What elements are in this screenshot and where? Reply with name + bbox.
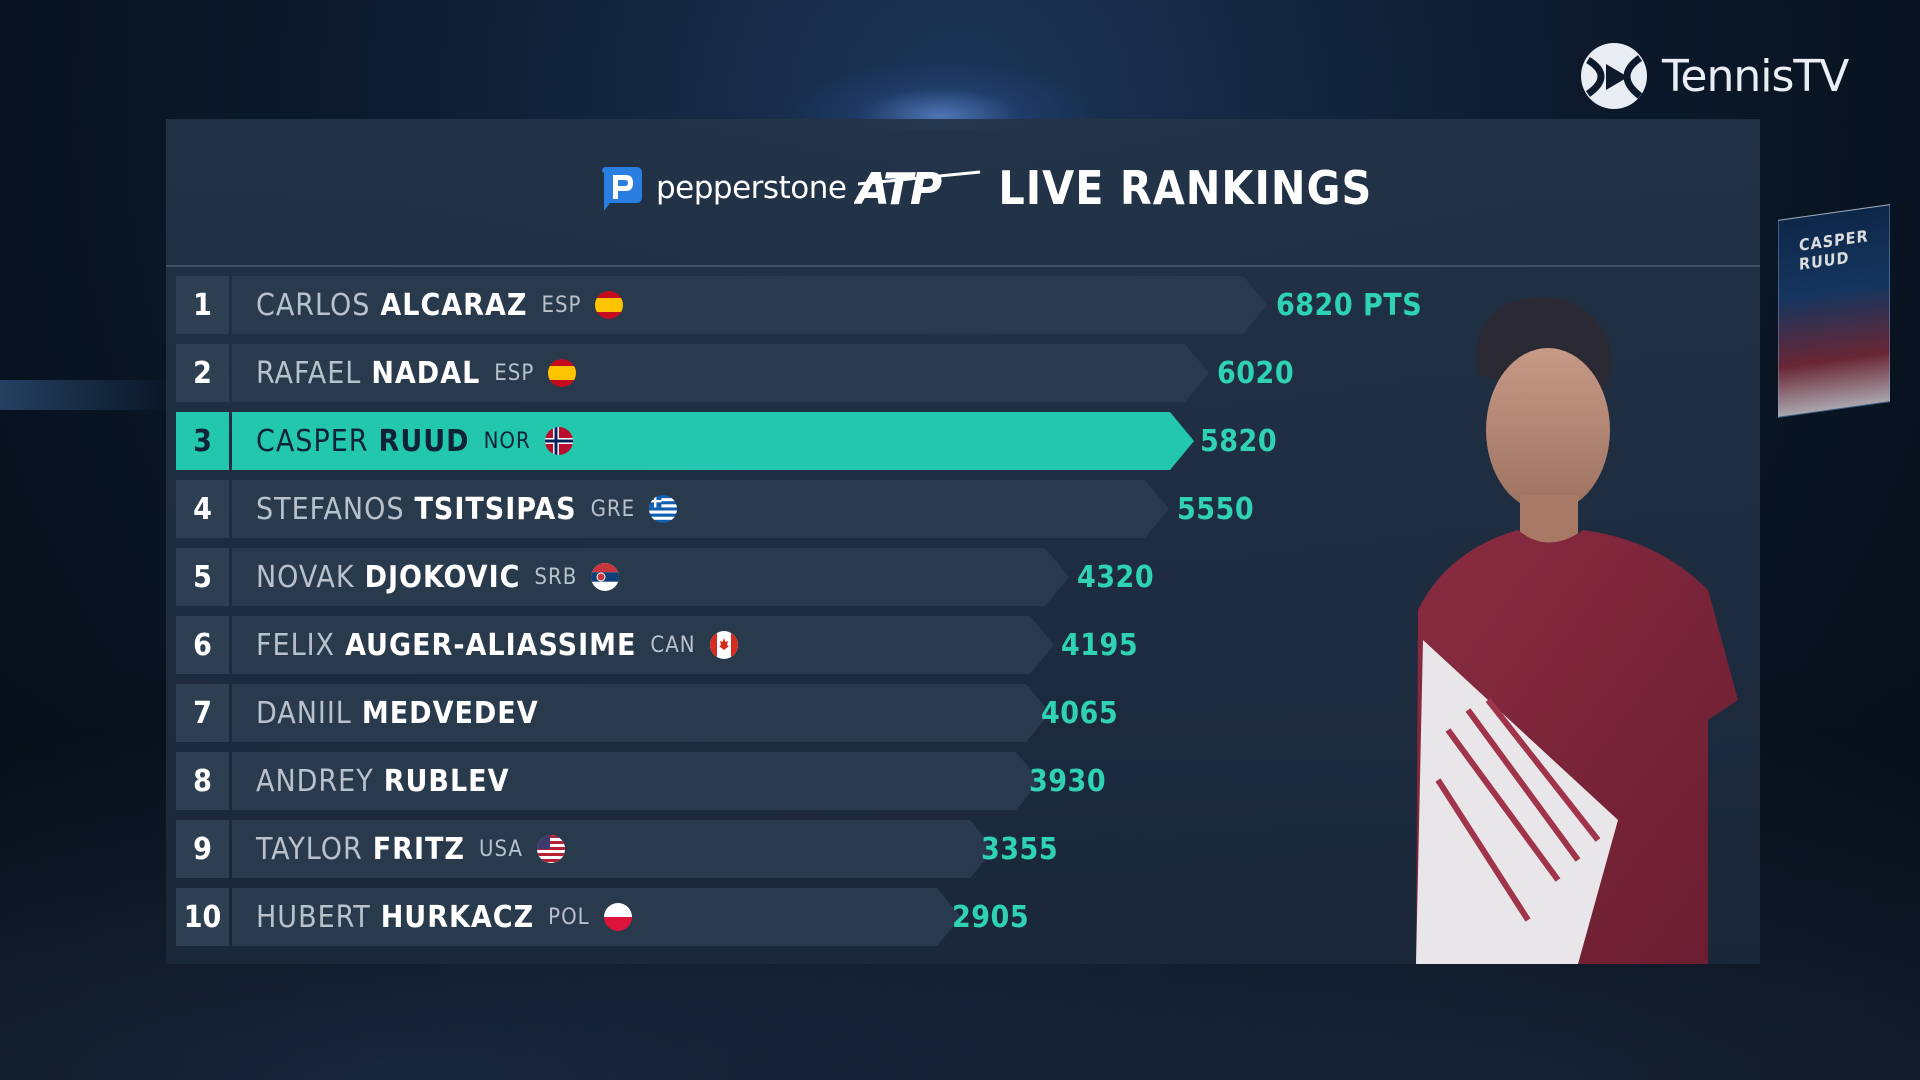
player-points: 4065: [1041, 695, 1119, 731]
player-portrait: [1416, 296, 1738, 964]
ranking-row: 10 HUBERT HURKACZ POL 2905: [176, 888, 1029, 946]
serbia-flag-icon: [591, 563, 619, 591]
player-points: 2905: [952, 899, 1030, 935]
rank-number: 3: [176, 412, 229, 470]
player-points: 4320: [1077, 559, 1155, 595]
player-country-code: POL: [548, 904, 590, 930]
player-name-bar: FELIX AUGER-ALIASSIME CAN: [232, 616, 1054, 674]
arena-led-strip: [0, 380, 170, 410]
page-title: LIVE RANKINGS: [998, 161, 1373, 215]
player-name-bar: RAFAEL NADAL ESP: [232, 344, 1209, 402]
pepperstone-logo-icon: [602, 167, 642, 211]
player-first-name: NOVAK: [256, 559, 355, 595]
rank-number: 5: [176, 548, 229, 606]
player-points: 4195: [1061, 627, 1139, 663]
player-last-name: RUBLEV: [383, 763, 510, 799]
player-last-name: MEDVEDEV: [361, 695, 539, 731]
rank-number: 7: [176, 684, 229, 742]
ranking-row: 3 CASPER RUUD NOR 5820: [176, 412, 1277, 470]
player-points: 3930: [1029, 763, 1107, 799]
player-country-code: GRE: [590, 496, 636, 522]
player-country-code: ESP: [541, 292, 582, 318]
player-first-name: FELIX: [256, 627, 336, 663]
rank-number: 2: [176, 344, 229, 402]
player-name-bar: STEFANOS TSITSIPAS GRE: [232, 480, 1169, 538]
ranking-row: 8 ANDREY RUBLEV 3930: [176, 752, 1106, 810]
stage-lights: [780, 60, 1100, 130]
rankings-header: pepperstone ATP LIVE RANKINGS: [166, 119, 1760, 267]
player-name-bar: NOVAK DJOKOVIC SRB: [232, 548, 1069, 606]
player-country-code: USA: [478, 836, 523, 862]
ranking-row: 5 NOVAK DJOKOVIC SRB 4320: [176, 548, 1154, 606]
player-last-name: DJOKOVIC: [364, 559, 521, 595]
ranking-row: 4 STEFANOS TSITSIPAS GRE 5550: [176, 480, 1254, 538]
arena-video-screen: CASPER RUUD: [1778, 204, 1890, 418]
player-points: 5820: [1200, 423, 1278, 459]
player-first-name: DANIIL: [256, 695, 352, 731]
ranking-row: 9 TAYLOR FRITZ USA 3355: [176, 820, 1058, 878]
player-country-code: CAN: [650, 632, 696, 658]
player-first-name: RAFAEL: [256, 355, 362, 391]
player-points: 6020: [1217, 355, 1295, 391]
tennistv-logo: TennisTV: [1578, 40, 1849, 112]
player-last-name: TSITSIPAS: [414, 491, 577, 527]
player-country-code: ESP: [494, 360, 535, 386]
player-last-name: RUUD: [378, 423, 470, 459]
poland-flag-icon: [604, 903, 632, 931]
svg-text:ATP: ATP: [854, 164, 942, 212]
player-first-name: CARLOS: [256, 287, 371, 323]
rank-number: 1: [176, 276, 229, 334]
player-first-name: CASPER: [256, 423, 369, 459]
norway-flag-icon: [545, 427, 573, 455]
player-last-name: AUGER-ALIASSIME: [345, 627, 637, 663]
rank-number: 6: [176, 616, 229, 674]
sponsor-name: pepperstone: [656, 170, 847, 206]
header-brand: pepperstone ATP LIVE RANKINGS: [596, 161, 1372, 215]
player-name-bar: CARLOS ALCARAZ ESP: [232, 276, 1267, 334]
player-points: 5550: [1177, 491, 1255, 527]
player-first-name: ANDREY: [256, 763, 374, 799]
player-name-bar: TAYLOR FRITZ USA: [232, 820, 994, 878]
player-first-name: STEFANOS: [256, 491, 405, 527]
player-points: 3355: [981, 831, 1059, 867]
player-name-bar: HUBERT HURKACZ POL: [232, 888, 961, 946]
spain-flag-icon: [548, 359, 576, 387]
player-country-code: NOR: [483, 428, 531, 454]
player-first-name: TAYLOR: [256, 831, 363, 867]
tennistv-wordmark: TennisTV: [1662, 50, 1849, 102]
ranking-row: 7 DANIIL MEDVEDEV 4065: [176, 684, 1118, 742]
rank-number: 9: [176, 820, 229, 878]
player-last-name: ALCARAZ: [380, 287, 528, 323]
tennistv-ball-icon: [1581, 43, 1647, 109]
atp-logo-icon: ATP: [854, 164, 981, 212]
player-name-bar: ANDREY RUBLEV: [232, 752, 1040, 810]
player-last-name: NADAL: [371, 355, 481, 391]
player-last-name: FRITZ: [372, 831, 465, 867]
spain-flag-icon: [595, 291, 623, 319]
ranking-row: 2 RAFAEL NADAL ESP 6020: [176, 344, 1294, 402]
rank-number: 10: [176, 888, 229, 946]
rank-number: 4: [176, 480, 229, 538]
arena-screen-text: CASPER RUUD: [1799, 226, 1869, 274]
ranking-row: 1 CARLOS ALCARAZ ESP 6820 PTS: [176, 276, 1422, 334]
player-name-bar: CASPER RUUD NOR: [232, 412, 1194, 470]
ranking-row: 6 FELIX AUGER-ALIASSIME CAN 4195: [176, 616, 1138, 674]
player-name-bar: DANIIL MEDVEDEV: [232, 684, 1050, 742]
rank-number: 8: [176, 752, 229, 810]
player-points: 6820 PTS: [1276, 287, 1423, 323]
greece-flag-icon: [649, 495, 677, 523]
player-country-code: SRB: [534, 564, 578, 590]
player-first-name: HUBERT: [256, 899, 371, 935]
player-last-name: HURKACZ: [380, 899, 535, 935]
usa-flag-icon: [537, 835, 565, 863]
canada-flag-icon: [710, 631, 738, 659]
rankings-panel: pepperstone ATP LIVE RANKINGS 1 CARLOS ALC…: [166, 119, 1760, 964]
